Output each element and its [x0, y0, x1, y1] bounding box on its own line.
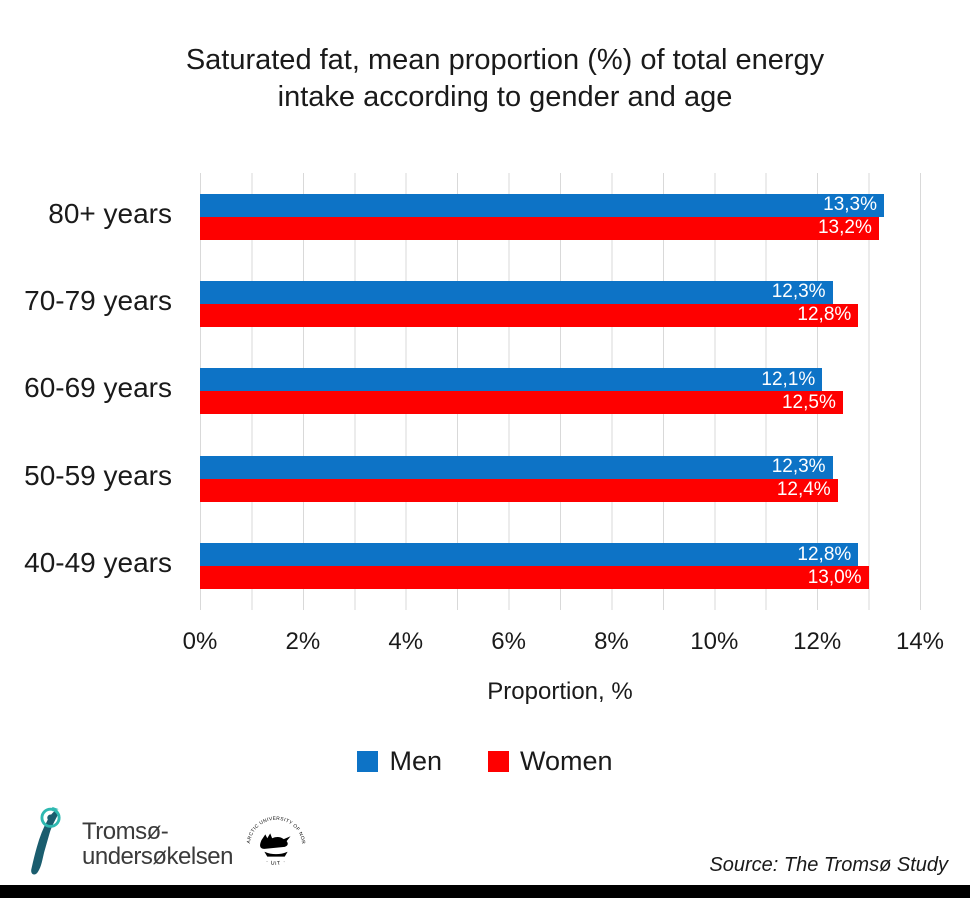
legend-item-women: Women: [487, 745, 613, 777]
y-axis-labels: 80+ years 70-79 years 60-69 years 50-59 …: [0, 173, 172, 610]
category-label-80plus: 80+ years: [48, 197, 172, 229]
x-tick-10: 10%: [690, 628, 739, 655]
category-label-70-79: 70-79 years: [24, 285, 172, 317]
x-tick-6: 6%: [491, 628, 526, 655]
tromso-study-norway-map-icon: [31, 806, 61, 875]
bar-women-50-59: 12,4%: [200, 478, 838, 502]
x-tick-14: 14%: [895, 628, 945, 655]
bar-value-label: 12,5%: [781, 391, 836, 413]
bar-value-label: 13,3%: [823, 194, 877, 215]
bar-group-80plus: 13,3% 13,2%: [200, 173, 920, 260]
chart-title-line1: Saturated fat, mean proportion (%) of to…: [185, 44, 825, 76]
legend: Men Women: [0, 744, 970, 778]
bar-women-60-69: 12,5%: [200, 391, 843, 415]
bar-men-50-59: 12,3%: [200, 455, 833, 479]
x-tick-12: 12%: [793, 628, 842, 655]
uit-university-seal-icon: THE ARCTIC UNIVERSITY OF NORWAY · UiT ·: [245, 813, 306, 875]
legend-item-men: Men: [357, 746, 442, 777]
chart-title-line2: intake according to gender and age: [277, 80, 733, 113]
bar-group-70-79: 12,3% 12,8%: [200, 260, 920, 347]
x-axis-ticks: 0% 2% 4% 6% 8% 10% 12% 14%: [183, 628, 944, 658]
x-tick-4: 4%: [388, 628, 424, 655]
bar-value-label: 12,3%: [771, 456, 826, 478]
women-color-swatch: [487, 750, 509, 772]
legend-label-men: Men: [389, 745, 442, 776]
bar-men-70-79: 12,3%: [200, 280, 833, 304]
bottom-divider-bar: [0, 885, 970, 898]
men-color-swatch: [357, 750, 379, 772]
bar-men-60-69: 12,1%: [200, 368, 823, 392]
bar-group-50-59: 12,3% 12,4%: [200, 435, 920, 522]
bar-value-label: 12,3%: [771, 281, 826, 303]
bar-women-40-49: 13,0%: [200, 566, 869, 590]
bar-value-label: 12,4%: [776, 479, 831, 501]
x-tick-8: 8%: [594, 628, 629, 655]
logo-text-line1: Tromsø-: [82, 817, 169, 845]
bar-value-label: 12,8%: [797, 304, 852, 326]
bar-value-label: 13,0%: [807, 566, 862, 588]
source-credit: Source: The Tromsø Study: [709, 854, 948, 876]
category-label-50-59: 50-59 years: [24, 459, 172, 491]
logo-text-line2: undersøkelsen: [82, 843, 233, 870]
bar-value-label: 13,2%: [817, 217, 872, 238]
tromso-study-logo-text: Tromsø- undersøkelsen: [82, 817, 233, 870]
chart-title: Saturated fat, mean proportion (%) of to…: [105, 42, 905, 115]
bar-value-label: 12,8%: [797, 543, 852, 565]
bar-value-label: 12,1%: [761, 368, 816, 390]
legend-label-women: Women: [519, 745, 613, 776]
footer-logos: Tromsø- undersøkelsen THE ARCTIC UNIVERS…: [22, 806, 307, 882]
x-tick-2: 2%: [285, 628, 321, 655]
bar-group-60-69: 12,1% 12,5%: [200, 348, 920, 435]
bar-men-80plus: 13,3%: [200, 193, 884, 217]
bar-women-70-79: 12,8%: [200, 303, 859, 327]
plot-area: 13,3% 13,2% 12,3% 12,8% 12,1%: [200, 173, 921, 610]
bar-men-40-49: 12,8%: [200, 543, 859, 567]
bar-women-80plus: 13,2%: [200, 216, 879, 240]
category-label-60-69: 60-69 years: [24, 372, 172, 404]
x-tick-0: 0%: [182, 628, 218, 655]
bar-group-40-49: 12,8% 13,0%: [200, 523, 920, 610]
category-label-40-49: 40-49 years: [24, 547, 172, 579]
x-axis-title: Proportion, %: [487, 678, 633, 705]
svg-text:· UiT ·: · UiT ·: [265, 859, 287, 867]
